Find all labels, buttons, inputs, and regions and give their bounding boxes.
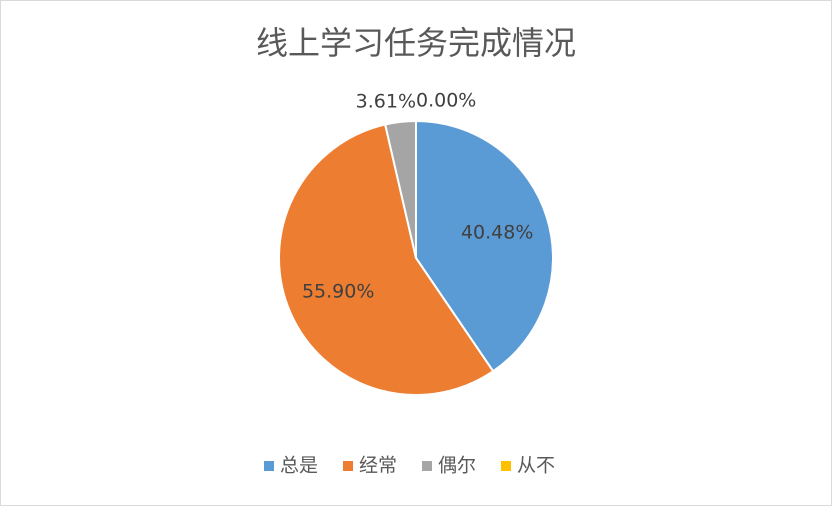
data-label: 0.00% [416, 90, 476, 112]
chart-title: 线上学习任务完成情况 [256, 24, 576, 62]
legend-label: 经常 [359, 455, 397, 477]
data-label: 40.48% [461, 221, 533, 243]
legend-label: 偶尔 [438, 455, 476, 477]
data-label: 55.90% [302, 281, 374, 303]
pie-slice [415, 119, 554, 373]
legend-label: 总是 [280, 455, 318, 477]
legend-swatch [422, 461, 432, 471]
legend-label: 从不 [517, 455, 555, 477]
pie-slice [278, 123, 495, 396]
legend-swatch [501, 461, 511, 471]
data-label: 3.61% [356, 91, 416, 113]
legend-swatch [343, 461, 353, 471]
legend-swatch [264, 461, 274, 471]
